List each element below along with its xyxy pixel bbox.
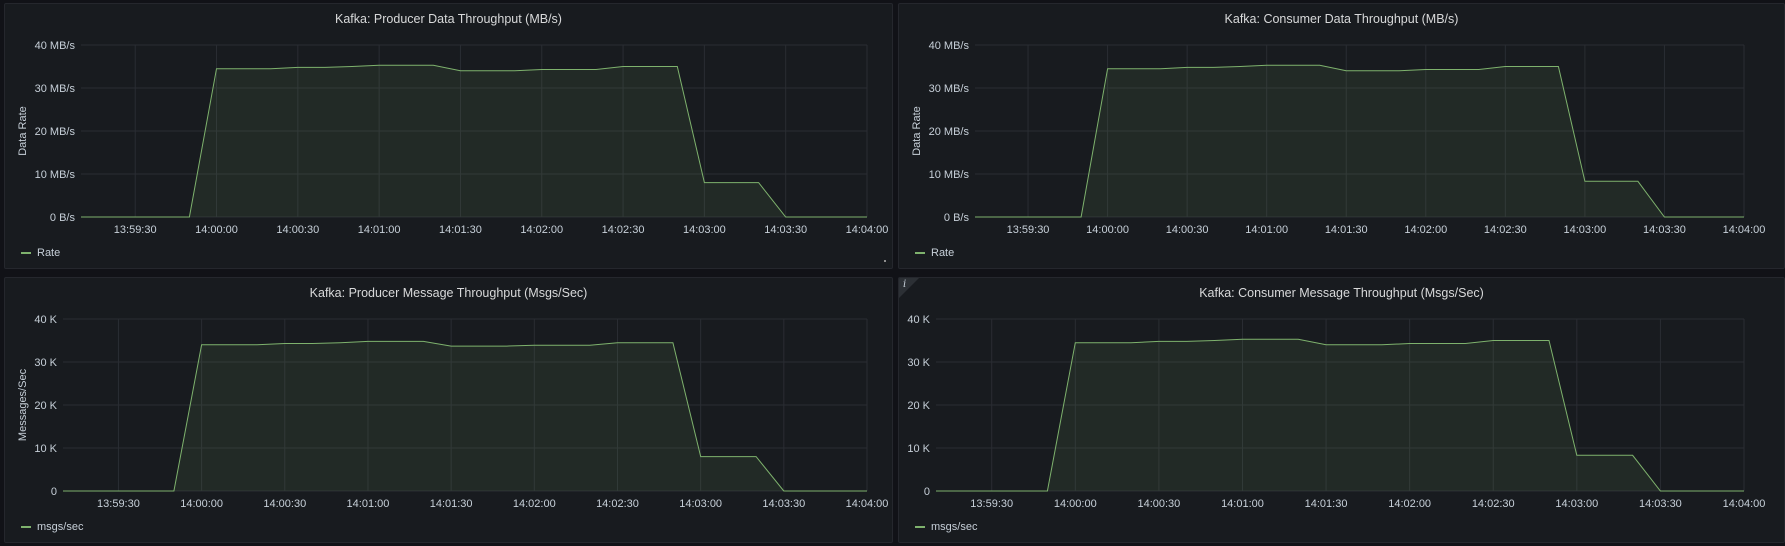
- panel-title[interactable]: Kafka: Producer Message Throughput (Msgs…: [309, 286, 588, 300]
- y-tick-label: 0: [51, 486, 57, 498]
- x-tick-label: 14:00:00: [1054, 498, 1097, 510]
- y-tick-label: 30 K: [907, 357, 930, 369]
- legend-swatch: [21, 252, 31, 254]
- legend[interactable]: msgs/sec: [915, 521, 977, 533]
- legend-label: Rate: [931, 247, 955, 259]
- legend-swatch: [915, 252, 925, 254]
- y-tick-label: 40 K: [34, 314, 57, 326]
- x-tick-label: 14:00:00: [1086, 224, 1129, 236]
- y-tick-label: 0 B/s: [944, 212, 970, 224]
- x-tick-label: 14:01:00: [347, 498, 390, 510]
- x-tick-label: 13:59:30: [970, 498, 1013, 510]
- series-line: [63, 340, 867, 492]
- x-tick-label: 14:00:00: [180, 498, 223, 510]
- panel-consumer-data-throughput[interactable]: Kafka: Consumer Data Throughput (MB/s) 0…: [898, 3, 1785, 269]
- legend-label: msgs/sec: [37, 521, 84, 533]
- x-tick-label: 14:01:30: [439, 224, 482, 236]
- panel-producer-data-throughput[interactable]: Kafka: Producer Data Throughput (MB/s) 0…: [4, 3, 893, 269]
- x-tick-label: 14:00:30: [1137, 498, 1180, 510]
- x-tick-label: 14:03:00: [683, 224, 726, 236]
- legend[interactable]: Rate: [915, 247, 954, 259]
- panel-title[interactable]: Kafka: Producer Data Throughput (MB/s): [335, 12, 562, 26]
- y-tick-label: 0: [924, 486, 930, 498]
- legend-label: Rate: [37, 247, 61, 259]
- y-tick-label: 10 MB/s: [929, 169, 970, 181]
- x-tick-label: 14:00:00: [195, 224, 238, 236]
- y-tick-label: 0 B/s: [50, 212, 76, 224]
- x-tick-label: 14:03:00: [1563, 224, 1606, 236]
- x-tick-label: 14:02:00: [1388, 498, 1431, 510]
- y-tick-label: 10 K: [907, 443, 930, 455]
- legend-swatch: [21, 526, 31, 528]
- x-tick-label: 14:04:00: [846, 498, 889, 510]
- chart-producer-message-throughput: 0 10 K 20 K 30 K 40 K 13:59:30 14:00:00 14:00:3…: [17, 314, 889, 510]
- x-tick-label: 14:01:00: [1245, 224, 1288, 236]
- y-tick-label: 20 MB/s: [35, 126, 76, 138]
- x-tick-label: 14:03:30: [1643, 224, 1686, 236]
- x-tick-label: 14:04:00: [846, 224, 889, 236]
- y-tick-label: 30 MB/s: [35, 83, 76, 95]
- panel-producer-message-throughput[interactable]: Kafka: Producer Message Throughput (Msgs…: [4, 277, 893, 543]
- x-tick-label: 14:00:30: [263, 498, 306, 510]
- y-tick-label: 20 K: [34, 400, 57, 412]
- series-line: [975, 64, 1744, 218]
- y-tick-label: 30 K: [34, 357, 57, 369]
- x-tick-label: 14:02:00: [513, 498, 556, 510]
- x-tick-label: 14:02:00: [520, 224, 563, 236]
- y-tick-label: 10 K: [34, 443, 57, 455]
- y-tick-label: 30 MB/s: [929, 83, 970, 95]
- y-axis-label: Data Rate: [17, 106, 29, 156]
- info-corner[interactable]: [899, 278, 919, 298]
- chart-producer-data-throughput: 0 B/s 10 MB/s 20 MB/s 30 MB/s 40 MB/s 13:59:3…: [17, 40, 889, 236]
- x-tick-label: 14:03:00: [679, 498, 722, 510]
- chart-consumer-message-throughput: 0 10 K 20 K 30 K 40 K 13:59:30 14:00:00 14:00:3…: [907, 314, 1766, 510]
- legend[interactable]: msgs/sec: [21, 521, 83, 533]
- y-tick-label: 40 MB/s: [35, 40, 76, 52]
- x-tick-label: 14:00:30: [276, 224, 319, 236]
- series-area: [936, 339, 1744, 491]
- y-tick-label: 10 MB/s: [35, 169, 76, 181]
- series-line: [81, 64, 867, 218]
- y-tick-label: 20 MB/s: [929, 126, 970, 138]
- x-tick-label: 14:03:30: [764, 224, 807, 236]
- chart-consumer-data-throughput: 0 B/s 10 MB/s 20 MB/s 30 MB/s 40 MB/s 13:59:3…: [911, 40, 1766, 236]
- x-tick-label: 14:03:30: [1639, 498, 1682, 510]
- x-tick-label: 14:00:30: [1166, 224, 1209, 236]
- x-tick-label: 14:03:00: [1555, 498, 1598, 510]
- x-tick-label: 14:04:00: [1723, 498, 1766, 510]
- y-tick-label: 20 K: [907, 400, 930, 412]
- y-axis-label: Messages/Sec: [17, 368, 29, 441]
- x-tick-label: 14:02:00: [1404, 224, 1447, 236]
- x-tick-label: 14:02:30: [1472, 498, 1515, 510]
- series-area: [975, 65, 1744, 217]
- x-tick-label: 14:01:00: [358, 224, 401, 236]
- legend[interactable]: Rate: [21, 247, 60, 259]
- series-area: [81, 65, 867, 217]
- y-tick-label: 40 K: [907, 314, 930, 326]
- x-tick-label: 14:01:30: [1305, 498, 1348, 510]
- series-area: [63, 341, 867, 491]
- x-tick-label: 14:03:30: [762, 498, 805, 510]
- x-tick-label: 14:01:30: [430, 498, 473, 510]
- resize-handle[interactable]: [884, 260, 886, 262]
- x-tick-label: 14:02:30: [1484, 224, 1527, 236]
- y-axis-label: Data Rate: [911, 106, 923, 156]
- panel-title[interactable]: Kafka: Consumer Data Throughput (MB/s): [1224, 12, 1459, 26]
- panel-title[interactable]: Kafka: Consumer Message Throughput (Msgs…: [1199, 286, 1484, 300]
- legend-swatch: [915, 526, 925, 528]
- y-tick-label: 40 MB/s: [929, 40, 970, 52]
- legend-label: msgs/sec: [931, 521, 978, 533]
- x-tick-label: 14:04:00: [1723, 224, 1766, 236]
- x-tick-label: 14:01:30: [1325, 224, 1368, 236]
- info-icon[interactable]: i: [903, 279, 907, 290]
- x-tick-label: 13:59:30: [1007, 224, 1050, 236]
- x-tick-label: 14:01:00: [1221, 498, 1264, 510]
- x-tick-label: 13:59:30: [114, 224, 157, 236]
- panel-consumer-message-throughput[interactable]: i Kafka: Consumer Message Throughput (Ms…: [898, 277, 1785, 543]
- x-tick-label: 14:02:30: [596, 498, 639, 510]
- series-line: [936, 338, 1744, 492]
- x-tick-label: 14:02:30: [602, 224, 645, 236]
- x-tick-label: 13:59:30: [97, 498, 140, 510]
